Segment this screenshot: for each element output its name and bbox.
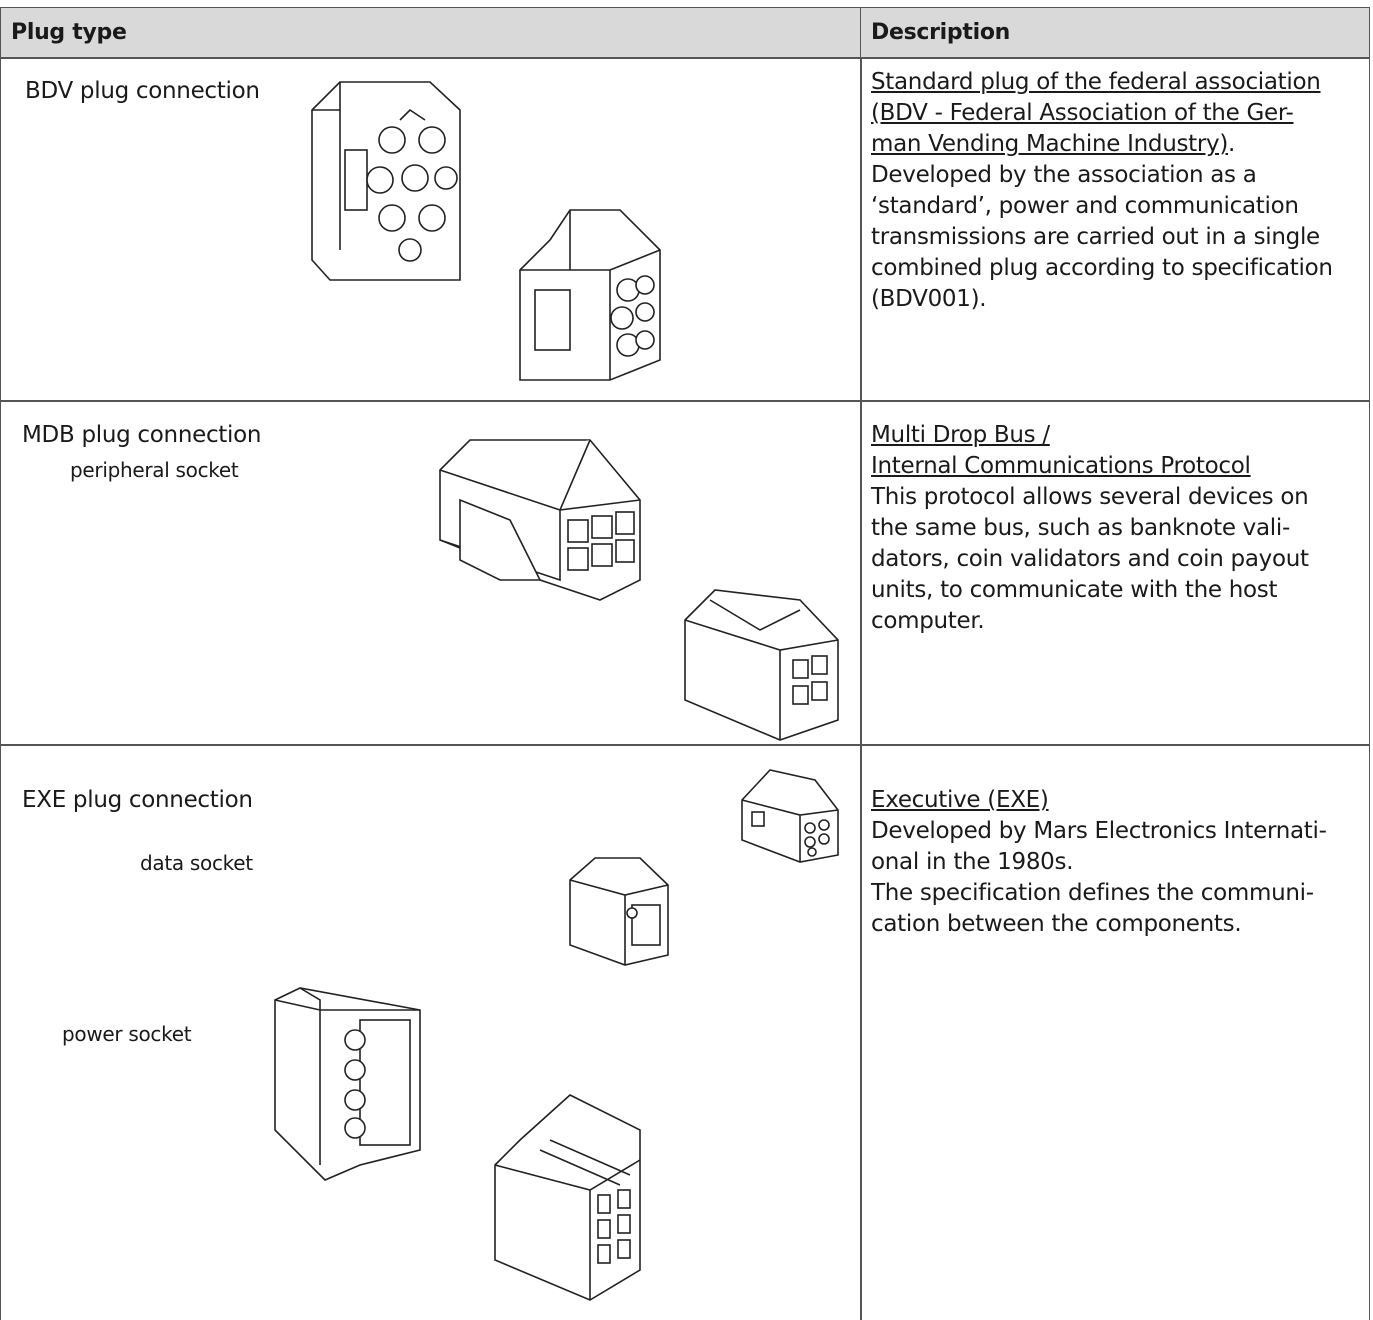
plug-type: BDV plug connection <box>25 78 260 104</box>
table-cell <box>0 400 862 746</box>
description-text: cation between the components. <box>871 911 1242 937</box>
table-cell <box>860 744 1370 1320</box>
description-line: Executive (EXE) <box>871 785 1327 816</box>
description-text: The specification defines the communi- <box>871 880 1314 906</box>
description: Standard plug of the federal association… <box>871 67 1333 315</box>
description-text: transmissions are carried out in a singl… <box>871 224 1320 250</box>
description-text: units, to communicate with the host <box>871 577 1278 603</box>
description-line: Multi Drop Bus / <box>871 420 1309 451</box>
description: Executive (EXE) Developed by Mars Electro… <box>871 785 1327 940</box>
socket-label: peripheral socket <box>70 458 239 482</box>
plug-type: MDB plug connection <box>22 422 262 448</box>
description-text: ‘standard’, power and communication <box>871 193 1299 219</box>
connector-drawing <box>741 769 839 863</box>
description-line: Developed by Mars Electronics Internati- <box>871 816 1327 847</box>
description-link: (BDV - Federal Association of the Ger- <box>871 100 1294 126</box>
description-line: man Vending Machine Industry). <box>871 129 1333 160</box>
description-line: combined plug according to specification <box>871 253 1333 284</box>
connector-drawing <box>569 857 669 966</box>
description-line: dators, coin validators and coin payout <box>871 544 1309 575</box>
description-link: Internal Communications Protocol <box>871 453 1251 479</box>
description-line: This protocol allows several devices on <box>871 482 1309 513</box>
description-line: (BDV - Federal Association of the Ger- <box>871 98 1333 129</box>
header-text: Plug type <box>11 20 127 45</box>
description-text: Developed by the association as a <box>871 162 1257 188</box>
description-line: computer. <box>871 606 1309 637</box>
description-link: Standard plug of the federal association <box>871 69 1321 95</box>
plug-type: EXE plug connection <box>22 787 253 813</box>
description-line: onal in the 1980s. <box>871 847 1327 878</box>
description-text: This protocol allows several devices on <box>871 484 1309 510</box>
description-line: units, to communicate with the host <box>871 575 1309 606</box>
description-link: man Vending Machine Industry) <box>871 131 1229 157</box>
description-text: onal in the 1980s. <box>871 849 1074 875</box>
description-link-end: . <box>1228 131 1236 157</box>
socket-label: power socket <box>62 1022 192 1046</box>
connector-drawing <box>274 987 421 1181</box>
description-text: dators, coin validators and coin payout <box>871 546 1309 572</box>
description-line: the same bus, such as banknote vali- <box>871 513 1309 544</box>
header-text: Description <box>871 20 1010 45</box>
description-line: Developed by the association as a <box>871 160 1333 191</box>
description-text: Developed by Mars Electronics Internati- <box>871 818 1327 844</box>
table-cell <box>860 400 1370 746</box>
description-link: Multi Drop Bus / <box>871 422 1050 448</box>
description-text: computer. <box>871 608 985 634</box>
connector-drawing <box>684 589 839 741</box>
header-cell: Plug type <box>0 7 862 59</box>
description: Multi Drop Bus / Internal Communications … <box>871 420 1309 637</box>
description-text: (BDV001). <box>871 286 987 312</box>
connector-drawing <box>494 1094 641 1301</box>
description-line: (BDV001). <box>871 284 1333 315</box>
description-line: The specification defines the communi- <box>871 878 1327 909</box>
table-cell <box>0 744 862 1320</box>
table-cell <box>860 57 1370 402</box>
header-cell: Description <box>860 7 1370 59</box>
description-line: Standard plug of the federal association <box>871 67 1333 98</box>
description-line: cation between the components. <box>871 909 1327 940</box>
description-line: transmissions are carried out in a singl… <box>871 222 1333 253</box>
description-line: ‘standard’, power and communication <box>871 191 1333 222</box>
description-line: Internal Communications Protocol <box>871 451 1309 482</box>
connector-drawing <box>311 81 461 281</box>
description-text: the same bus, such as banknote vali- <box>871 515 1290 541</box>
description-link: Executive (EXE) <box>871 787 1049 813</box>
connector-drawing <box>439 439 641 601</box>
socket-label: data socket <box>140 851 253 875</box>
table-cell <box>0 57 862 402</box>
description-text: combined plug according to specification <box>871 255 1333 281</box>
connector-drawing <box>519 209 661 381</box>
